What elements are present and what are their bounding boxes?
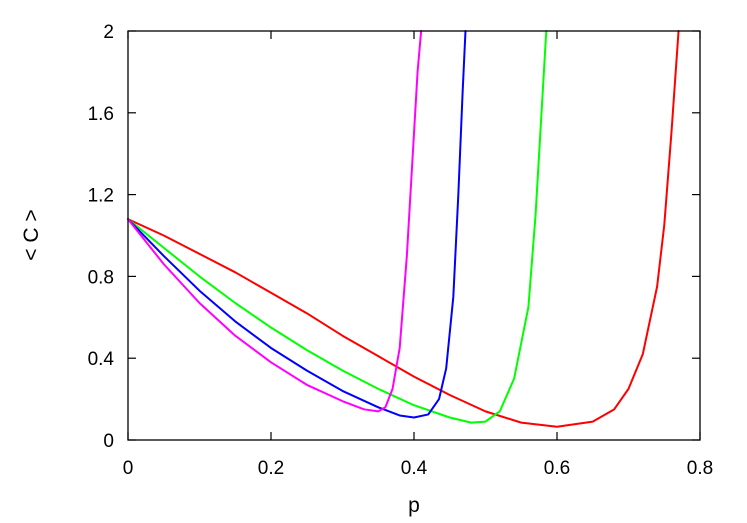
series-line-red (127, 30, 680, 428)
x-tick-label: 0 (123, 458, 134, 479)
series-line-blue (127, 30, 467, 419)
plot-frame (127, 30, 701, 441)
ticks-group: 0 0.2 0.4 0.6 0.8 0 0.4 0.8 1.2 1.6 2 (88, 22, 714, 479)
y-tick-label: 1.6 (88, 104, 114, 125)
x-tick-label: 0.4 (401, 458, 428, 479)
x-axis-label: p (408, 494, 420, 517)
x-tick-label: 0.8 (687, 458, 713, 479)
x-tick-label: 0.6 (544, 458, 570, 479)
y-tick-label: 0.4 (88, 349, 115, 370)
y-tick-label: 2 (103, 22, 114, 43)
series-group (127, 30, 680, 428)
series-line-green (127, 30, 548, 424)
x-tick-label: 0.2 (258, 458, 284, 479)
y-axis-label: < C > (20, 209, 43, 260)
y-tick-label: 0.8 (88, 267, 114, 288)
series-line-magenta (127, 30, 423, 413)
y-tick-label: 0 (103, 431, 114, 452)
y-tick-label: 1.2 (88, 186, 114, 207)
